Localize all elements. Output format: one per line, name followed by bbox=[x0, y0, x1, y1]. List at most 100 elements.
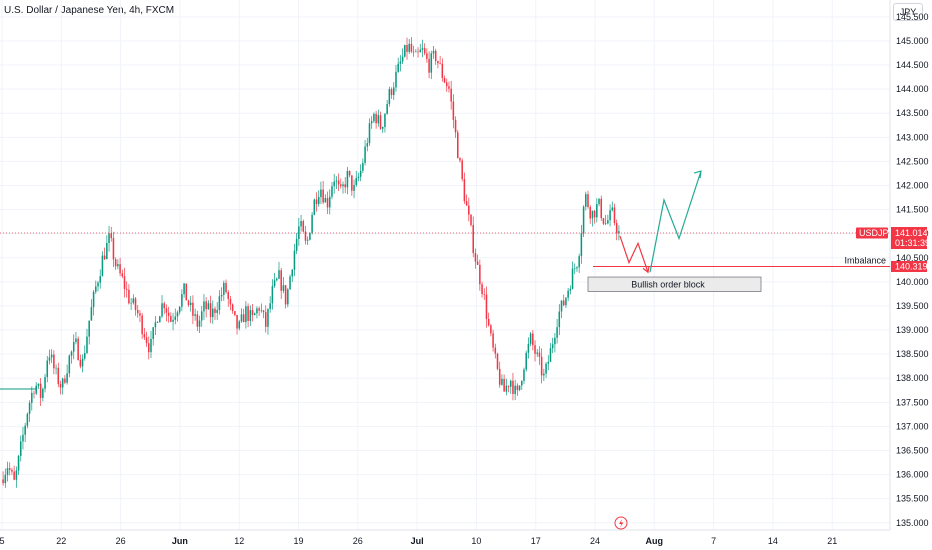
candle-body bbox=[421, 48, 424, 50]
candle-body bbox=[302, 221, 305, 232]
candle-body bbox=[613, 207, 616, 224]
candle-body bbox=[249, 310, 252, 321]
candle-body bbox=[445, 82, 448, 87]
candle-body bbox=[282, 285, 285, 291]
candle-body bbox=[353, 185, 355, 191]
order-block-label: Bullish order block bbox=[631, 279, 705, 289]
candle-body bbox=[70, 351, 73, 356]
order-block-box[interactable] bbox=[587, 276, 762, 292]
grid bbox=[0, 0, 890, 530]
x-tick-label: 10 bbox=[471, 536, 481, 546]
candle-body bbox=[289, 276, 291, 290]
candle-body bbox=[134, 298, 137, 310]
candle-body bbox=[340, 184, 342, 187]
candles bbox=[2, 37, 620, 488]
candle-body bbox=[479, 264, 481, 285]
candle-body bbox=[203, 301, 205, 312]
candle-body bbox=[306, 239, 309, 241]
candle-body bbox=[501, 378, 503, 385]
candle-body bbox=[377, 115, 380, 124]
candle-body bbox=[532, 333, 534, 346]
imbalance-price-text: 140.319 bbox=[895, 261, 928, 271]
candle-body bbox=[580, 233, 583, 257]
candle-body bbox=[181, 294, 183, 307]
candle-body bbox=[209, 303, 212, 318]
candle-body bbox=[509, 380, 512, 387]
candle-body bbox=[538, 352, 541, 357]
y-tick-label: 145.500 bbox=[896, 12, 929, 22]
candle-body bbox=[560, 300, 563, 312]
candle-body bbox=[474, 253, 477, 262]
candle-body bbox=[55, 367, 57, 369]
x-tick-label: 26 bbox=[116, 536, 126, 546]
x-tick-label: Aug bbox=[646, 536, 664, 546]
candle-body bbox=[95, 286, 97, 292]
candle-body bbox=[373, 113, 375, 122]
candle-body bbox=[388, 89, 391, 105]
candle-body bbox=[183, 283, 185, 295]
candle-body bbox=[348, 170, 351, 176]
candle-body bbox=[214, 308, 216, 313]
candle-body bbox=[607, 220, 609, 224]
candle-body bbox=[342, 184, 344, 187]
candle-body bbox=[417, 51, 419, 53]
candle-body bbox=[234, 311, 236, 315]
candle-body bbox=[315, 199, 318, 205]
candle-body bbox=[6, 468, 9, 475]
candle-body bbox=[174, 316, 177, 320]
x-tick-label: 24 bbox=[590, 536, 600, 546]
candle-body bbox=[145, 337, 148, 344]
candle-body bbox=[587, 194, 589, 208]
candle-body bbox=[24, 425, 26, 435]
imbalance-label: Imbalance bbox=[844, 255, 886, 265]
current-price-badge bbox=[891, 227, 927, 250]
y-tick-label: 136.500 bbox=[896, 446, 929, 456]
candle-body bbox=[507, 385, 510, 387]
candle-body bbox=[159, 316, 161, 323]
event-marker[interactable] bbox=[614, 516, 628, 530]
candle-body bbox=[189, 302, 192, 306]
candle-body bbox=[59, 384, 62, 388]
projection-red-path[interactable] bbox=[619, 235, 649, 273]
candle-body bbox=[19, 441, 22, 456]
candle-body bbox=[172, 319, 174, 322]
candle-body bbox=[132, 298, 135, 303]
candle-body bbox=[375, 113, 377, 124]
candle-body bbox=[410, 43, 413, 52]
candle-body bbox=[276, 278, 278, 281]
candle-body bbox=[223, 282, 225, 295]
candle-body bbox=[397, 63, 399, 72]
candle-body bbox=[240, 314, 243, 322]
y-tick-label: 142.500 bbox=[896, 156, 929, 166]
candle-body bbox=[245, 306, 247, 323]
candle-body bbox=[585, 194, 587, 207]
candle-body bbox=[545, 363, 547, 374]
candle-body bbox=[618, 231, 620, 234]
projection-green-path[interactable] bbox=[649, 170, 702, 273]
candle-body bbox=[578, 256, 580, 268]
currency-button[interactable]: JPY bbox=[893, 3, 923, 21]
candle-body bbox=[344, 184, 346, 188]
candle-body bbox=[101, 255, 104, 277]
candle-body bbox=[176, 312, 179, 317]
candle-body bbox=[589, 207, 591, 219]
candle-body bbox=[468, 205, 470, 215]
candle-body bbox=[591, 210, 594, 219]
candle-body bbox=[256, 308, 258, 314]
candle-body bbox=[558, 311, 561, 328]
candle-body bbox=[503, 378, 505, 392]
time-axis[interactable]: 5 22 26 Jun 12 19 26 Jul 10 17 24 Aug 7 14 21 bbox=[0, 536, 837, 546]
candle-body bbox=[573, 268, 576, 269]
candle-body bbox=[148, 343, 150, 353]
candle-body bbox=[554, 337, 556, 345]
y-tick-label: 140.500 bbox=[896, 253, 929, 263]
candle-body bbox=[33, 392, 35, 394]
candle-body bbox=[231, 304, 234, 312]
candle-body bbox=[225, 282, 227, 293]
candle-body bbox=[518, 385, 521, 391]
candle-body bbox=[379, 115, 382, 129]
candle-body bbox=[205, 301, 207, 310]
candle-body bbox=[443, 77, 446, 83]
y-tick-label: 143.500 bbox=[896, 108, 929, 118]
